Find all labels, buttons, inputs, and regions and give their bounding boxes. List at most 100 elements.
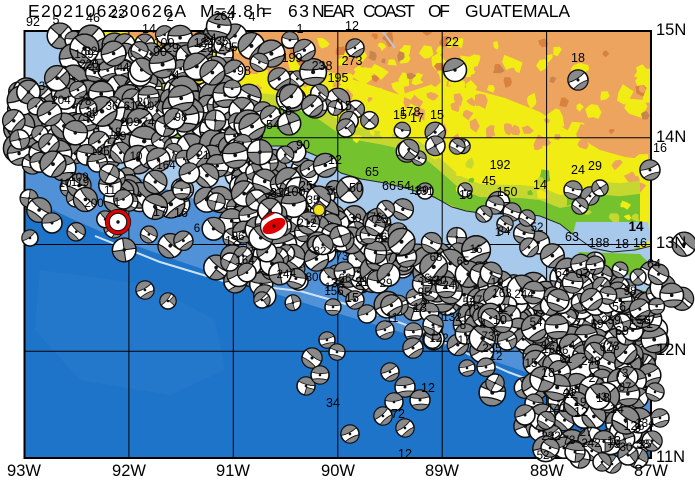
svg-text:16: 16 (633, 236, 647, 250)
svg-text:15: 15 (345, 291, 359, 305)
svg-text:44: 44 (89, 63, 102, 75)
svg-text:14: 14 (610, 402, 624, 416)
svg-text:22: 22 (445, 35, 459, 49)
svg-text:44: 44 (117, 62, 130, 74)
svg-text:15: 15 (430, 108, 444, 122)
svg-text:200: 200 (84, 198, 103, 210)
svg-text:92W: 92W (112, 462, 146, 480)
svg-text:63: 63 (565, 230, 579, 244)
svg-text:231: 231 (414, 186, 433, 198)
svg-text:259: 259 (601, 315, 620, 327)
svg-text:29: 29 (380, 278, 393, 290)
svg-text:1: 1 (114, 197, 120, 209)
svg-text:74: 74 (142, 117, 155, 129)
svg-text:50: 50 (349, 181, 363, 195)
svg-text:163: 163 (492, 288, 511, 300)
svg-text:82: 82 (85, 46, 98, 58)
svg-text:66: 66 (382, 179, 396, 193)
svg-text:75: 75 (608, 439, 621, 451)
svg-text:11: 11 (386, 311, 399, 325)
svg-text:13N: 13N (656, 234, 686, 252)
svg-text:5: 5 (327, 184, 334, 198)
svg-text:OF: OF (428, 1, 450, 21)
svg-text:45: 45 (482, 174, 496, 188)
svg-text:205: 205 (218, 42, 237, 54)
svg-text:195: 195 (328, 71, 349, 85)
svg-text:12: 12 (490, 351, 503, 363)
svg-text:65: 65 (365, 165, 379, 179)
svg-text:64: 64 (555, 266, 569, 280)
svg-text:90: 90 (296, 138, 310, 152)
svg-text:46: 46 (375, 232, 388, 244)
svg-text:37: 37 (270, 186, 284, 200)
svg-text:119: 119 (71, 177, 89, 189)
svg-text:12: 12 (398, 447, 412, 461)
svg-text:59: 59 (591, 319, 604, 331)
svg-text:10: 10 (130, 151, 143, 163)
svg-text:141: 141 (547, 403, 566, 415)
svg-text:24: 24 (277, 269, 290, 281)
svg-text:23: 23 (375, 214, 388, 226)
svg-text:6: 6 (203, 36, 209, 48)
svg-text:h=: h= (256, 1, 272, 21)
svg-text:98: 98 (237, 64, 251, 78)
svg-text:229: 229 (159, 43, 178, 55)
svg-text:36: 36 (106, 101, 119, 113)
svg-text:12: 12 (328, 153, 342, 167)
svg-text:73: 73 (336, 251, 349, 263)
svg-text:13: 13 (413, 301, 427, 315)
svg-text:199: 199 (282, 51, 303, 65)
svg-text:17: 17 (458, 335, 471, 347)
svg-text:122: 122 (429, 333, 448, 345)
svg-text:GUATEMALA: GUATEMALA (465, 1, 570, 21)
svg-text:273: 273 (342, 54, 363, 68)
svg-text:4: 4 (290, 268, 297, 280)
svg-text:209: 209 (120, 117, 139, 129)
svg-text:64: 64 (647, 257, 661, 271)
svg-text:164: 164 (235, 255, 255, 267)
svg-text:52: 52 (537, 450, 550, 462)
svg-text:77: 77 (387, 252, 400, 264)
svg-text:56: 56 (612, 300, 626, 314)
svg-text:98: 98 (175, 112, 188, 124)
svg-text:2: 2 (589, 371, 596, 385)
svg-text:14: 14 (142, 22, 156, 36)
svg-text:10: 10 (59, 178, 72, 190)
svg-text:14: 14 (628, 219, 644, 234)
svg-text:12N: 12N (656, 341, 686, 359)
svg-text:92: 92 (26, 15, 40, 29)
svg-text:9: 9 (635, 423, 641, 435)
svg-text:100: 100 (285, 185, 306, 199)
svg-text:196: 196 (90, 146, 109, 158)
svg-text:87: 87 (619, 382, 632, 394)
svg-text:1: 1 (297, 22, 304, 36)
svg-text:107: 107 (141, 101, 160, 113)
svg-text:68: 68 (430, 252, 443, 264)
svg-text:22: 22 (111, 7, 125, 21)
svg-text:212: 212 (297, 218, 316, 230)
svg-text:11N: 11N (656, 448, 685, 466)
svg-text:91W: 91W (216, 462, 250, 480)
svg-text:18: 18 (541, 366, 555, 380)
svg-text:35: 35 (307, 195, 320, 207)
svg-text:30: 30 (620, 442, 633, 454)
svg-text:247: 247 (442, 280, 461, 292)
svg-text:15N: 15N (656, 21, 686, 39)
svg-text:93W: 93W (7, 462, 41, 480)
svg-text:65: 65 (457, 256, 470, 268)
svg-text:077: 077 (576, 267, 597, 281)
svg-text:73: 73 (616, 368, 629, 380)
svg-text:18: 18 (571, 51, 585, 65)
svg-text:150: 150 (497, 185, 518, 199)
svg-text:98: 98 (624, 286, 637, 298)
svg-text:74: 74 (167, 70, 180, 82)
svg-text:3: 3 (39, 81, 45, 93)
svg-text:46: 46 (86, 11, 100, 25)
svg-text:76: 76 (467, 301, 480, 313)
svg-text:248: 248 (581, 356, 600, 368)
svg-text:54: 54 (266, 118, 280, 132)
svg-text:73: 73 (482, 331, 495, 343)
svg-text:34: 34 (326, 396, 340, 410)
svg-text:232: 232 (541, 431, 560, 443)
svg-text:65: 65 (430, 276, 443, 288)
